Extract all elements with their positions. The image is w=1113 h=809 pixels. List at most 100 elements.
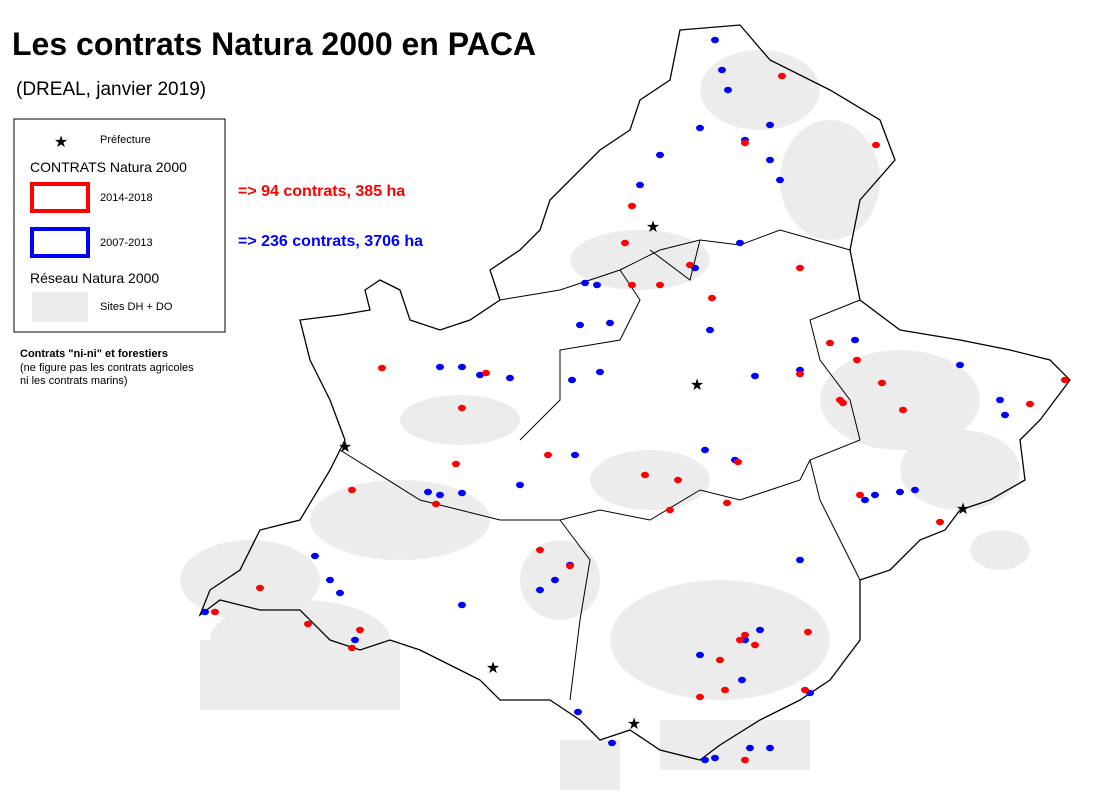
contract-dot: [1026, 400, 1034, 408]
contract-dot: [766, 744, 774, 752]
contract-dot: [796, 556, 804, 564]
contract-dot: [706, 326, 714, 334]
contract-dot: [734, 458, 742, 466]
contract-dot: [628, 281, 636, 289]
contract-dot: [606, 319, 614, 327]
contract-dot: [201, 608, 209, 616]
contract-dot: [608, 739, 616, 747]
department-borders: [339, 229, 861, 701]
contract-dot: [458, 363, 466, 371]
contract-dot: [482, 369, 490, 377]
contract-dot: [593, 281, 601, 289]
contract-dot: [336, 589, 344, 597]
contract-dot: [872, 141, 880, 149]
contract-dot: [452, 460, 460, 468]
annotation: => 94 contrats, 385 ha: [238, 183, 406, 200]
contract-dot: [741, 631, 749, 639]
contract-dot: [766, 121, 774, 129]
contract-dot: [666, 506, 674, 514]
contract-dot: [956, 361, 964, 369]
legend-label: 2007-2013: [100, 237, 153, 249]
contract-dot: [636, 181, 644, 189]
contract-dots: [201, 36, 1069, 764]
contract-dot: [458, 404, 466, 412]
contract-dot: [621, 239, 629, 247]
contract-dot: [856, 491, 864, 499]
contract-dot: [736, 239, 744, 247]
contract-dot: [911, 486, 919, 494]
contract-dot: [424, 488, 432, 496]
contract-dot: [736, 636, 744, 644]
contract-dot: [686, 261, 694, 269]
subtitle: (DREAL, janvier 2019): [16, 79, 207, 100]
contract-dot: [741, 139, 749, 147]
legend-label: Réseau Natura 2000: [30, 270, 160, 286]
contract-dot: [1001, 411, 1009, 419]
contract-dot: [568, 376, 576, 384]
contract-dot: [878, 379, 886, 387]
contract-dot: [544, 451, 552, 459]
contract-dot: [853, 356, 861, 364]
contract-dot: [718, 66, 726, 74]
contract-dot: [326, 576, 334, 584]
legend-label: Sites DH + DO: [100, 301, 173, 313]
contract-dot: [756, 626, 764, 634]
prefecture-star: ★: [338, 439, 352, 456]
natura-sites: [180, 50, 1030, 790]
contract-dot: [348, 486, 356, 494]
legend-star: ★: [54, 134, 68, 151]
contract-dot: [311, 552, 319, 560]
contract-dot: [458, 489, 466, 497]
contract-dot: [378, 364, 386, 372]
note-line: ni les contrats marins): [20, 375, 128, 387]
contract-dot: [724, 86, 732, 94]
contract-dot: [721, 686, 729, 694]
note-line: (ne figure pas les contrats agricoles: [20, 362, 194, 374]
contract-dot: [996, 396, 1004, 404]
contract-dot: [701, 756, 709, 764]
annotation: => 236 contrats, 3706 ha: [238, 233, 423, 250]
contract-dot: [746, 744, 754, 752]
contract-dot: [796, 370, 804, 378]
contract-dot: [899, 406, 907, 414]
contract-dot: [304, 620, 312, 628]
contract-dot: [766, 156, 774, 164]
contract-dot: [574, 708, 582, 716]
contract-dot: [751, 641, 759, 649]
contract-dot: [432, 500, 440, 508]
contract-dot: [861, 496, 869, 504]
legend-label: 2014-2018: [100, 192, 153, 204]
contract-dot: [716, 656, 724, 664]
contract-dot: [801, 686, 809, 694]
contract-dot: [641, 471, 649, 479]
contract-dot: [839, 399, 847, 407]
contract-dot: [536, 546, 544, 554]
prefecture-star: ★: [627, 716, 641, 733]
contract-dot: [476, 371, 484, 379]
legend-red: [30, 182, 90, 213]
contract-dot: [696, 651, 704, 659]
contract-dot: [776, 176, 784, 184]
legend-label: CONTRATS Natura 2000: [30, 159, 187, 175]
contract-dot: [751, 372, 759, 380]
contract-dot: [348, 644, 356, 652]
contract-dot: [708, 294, 716, 302]
contract-dot: [696, 124, 704, 132]
contract-dot: [551, 576, 559, 584]
contract-dot: [796, 264, 804, 272]
contract-dot: [871, 491, 879, 499]
contract-dot: [576, 321, 584, 329]
contract-dot: [701, 446, 709, 454]
contract-dot: [896, 488, 904, 496]
contract-dot: [936, 518, 944, 526]
note-title: Contrats "ni-ni" et forestiers: [20, 348, 168, 360]
contract-dot: [778, 72, 786, 80]
contract-dot: [696, 693, 704, 701]
contract-dot: [256, 584, 264, 592]
contract-dot: [458, 601, 466, 609]
contract-dot: [436, 363, 444, 371]
contract-dot: [628, 202, 636, 210]
title: Les contrats Natura 2000 en PACA: [12, 26, 537, 62]
prefecture-star: ★: [690, 377, 704, 394]
